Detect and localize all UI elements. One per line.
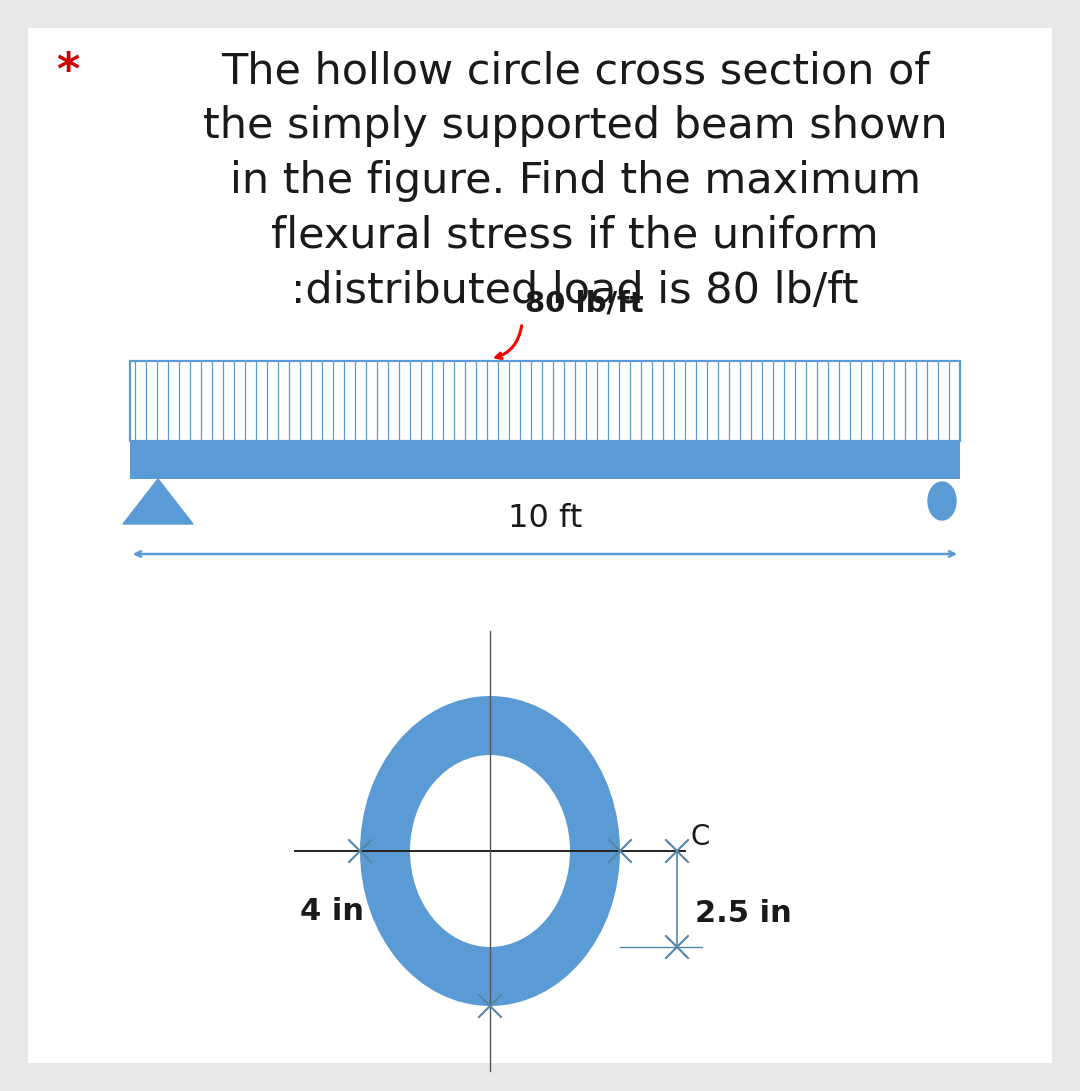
Text: The hollow circle cross section of: The hollow circle cross section of bbox=[220, 50, 929, 92]
Ellipse shape bbox=[410, 755, 570, 947]
Text: 80 lb/ft: 80 lb/ft bbox=[525, 290, 644, 317]
Text: :distributed load is 80 lb/ft: :distributed load is 80 lb/ft bbox=[292, 269, 859, 312]
Text: the simply supported beam shown: the simply supported beam shown bbox=[203, 105, 947, 147]
Text: *: * bbox=[56, 49, 80, 93]
Text: C: C bbox=[690, 823, 710, 851]
Text: flexural stress if the uniform: flexural stress if the uniform bbox=[271, 215, 879, 257]
Ellipse shape bbox=[928, 482, 956, 520]
Bar bbox=[130, 361, 960, 441]
Text: 10 ft: 10 ft bbox=[508, 503, 582, 533]
Ellipse shape bbox=[360, 696, 620, 1006]
Text: in the figure. Find the maximum: in the figure. Find the maximum bbox=[229, 160, 920, 202]
Bar bbox=[130, 441, 960, 479]
Text: 2.5 in: 2.5 in bbox=[696, 899, 792, 928]
Text: 4 in: 4 in bbox=[300, 897, 364, 925]
Polygon shape bbox=[123, 479, 193, 524]
